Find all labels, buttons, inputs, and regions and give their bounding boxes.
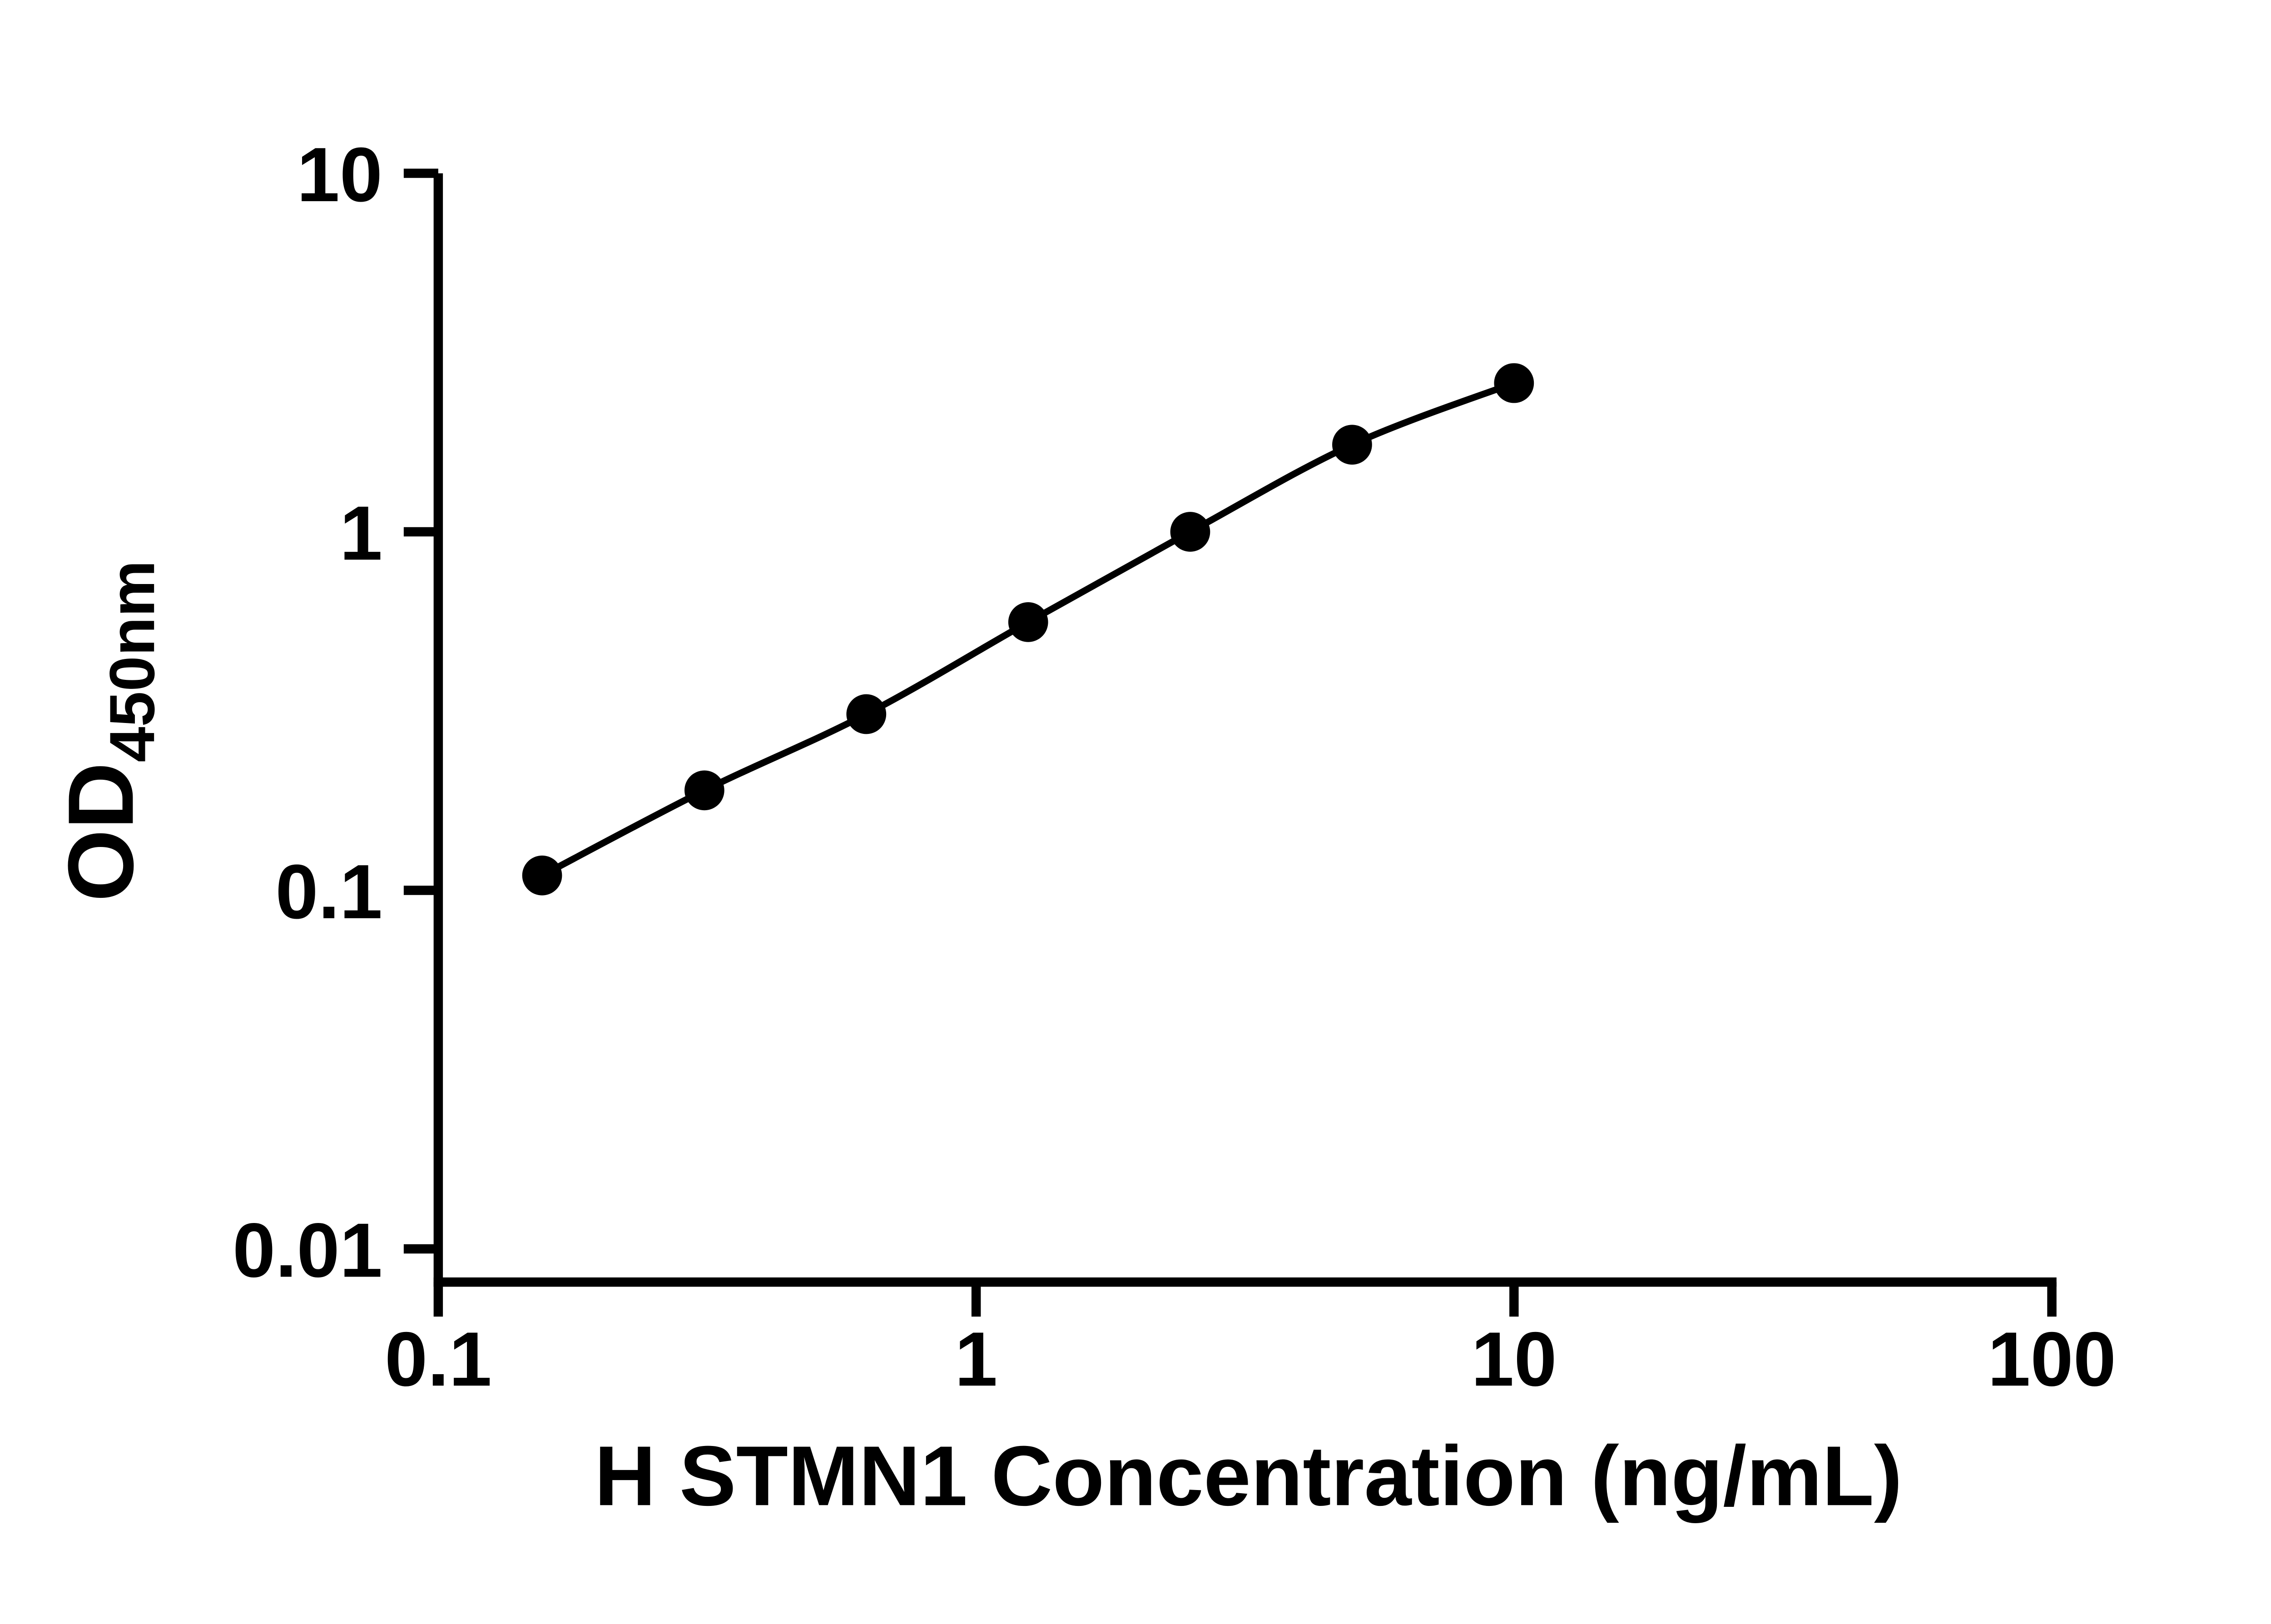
data-point-marker xyxy=(522,855,562,896)
y-tick-label: 0.01 xyxy=(233,1207,382,1293)
axes xyxy=(433,173,2057,1287)
data-point-marker xyxy=(1008,602,1048,642)
y-axis-ticks: 10 1 0.1 0.01 xyxy=(233,131,438,1293)
x-tick-label: 10 xyxy=(1471,1316,1557,1402)
y-axis-title: OD450nm xyxy=(49,560,168,902)
y-tick-label: 1 xyxy=(340,490,382,576)
data-point-marker xyxy=(1170,512,1210,552)
data-point-marker xyxy=(684,770,724,811)
x-axis-title: H STMN1 Concentration (ng/mL) xyxy=(595,1428,1903,1523)
data-point-marker xyxy=(846,694,887,734)
y-axis-title-main: OD xyxy=(49,762,153,901)
y-tick-label: 10 xyxy=(297,131,382,218)
data-points xyxy=(522,363,1534,896)
y-tick-label: 0.1 xyxy=(275,848,382,935)
x-tick-label: 1 xyxy=(955,1316,997,1402)
y-axis-title-subscript: 450nm xyxy=(96,560,168,762)
data-point-marker xyxy=(1332,425,1372,465)
x-axis-ticks: 0.1 1 10 100 xyxy=(385,1282,2116,1402)
data-point-marker xyxy=(1494,363,1534,403)
x-tick-label: 100 xyxy=(1988,1316,2116,1402)
x-tick-label: 0.1 xyxy=(385,1316,492,1402)
